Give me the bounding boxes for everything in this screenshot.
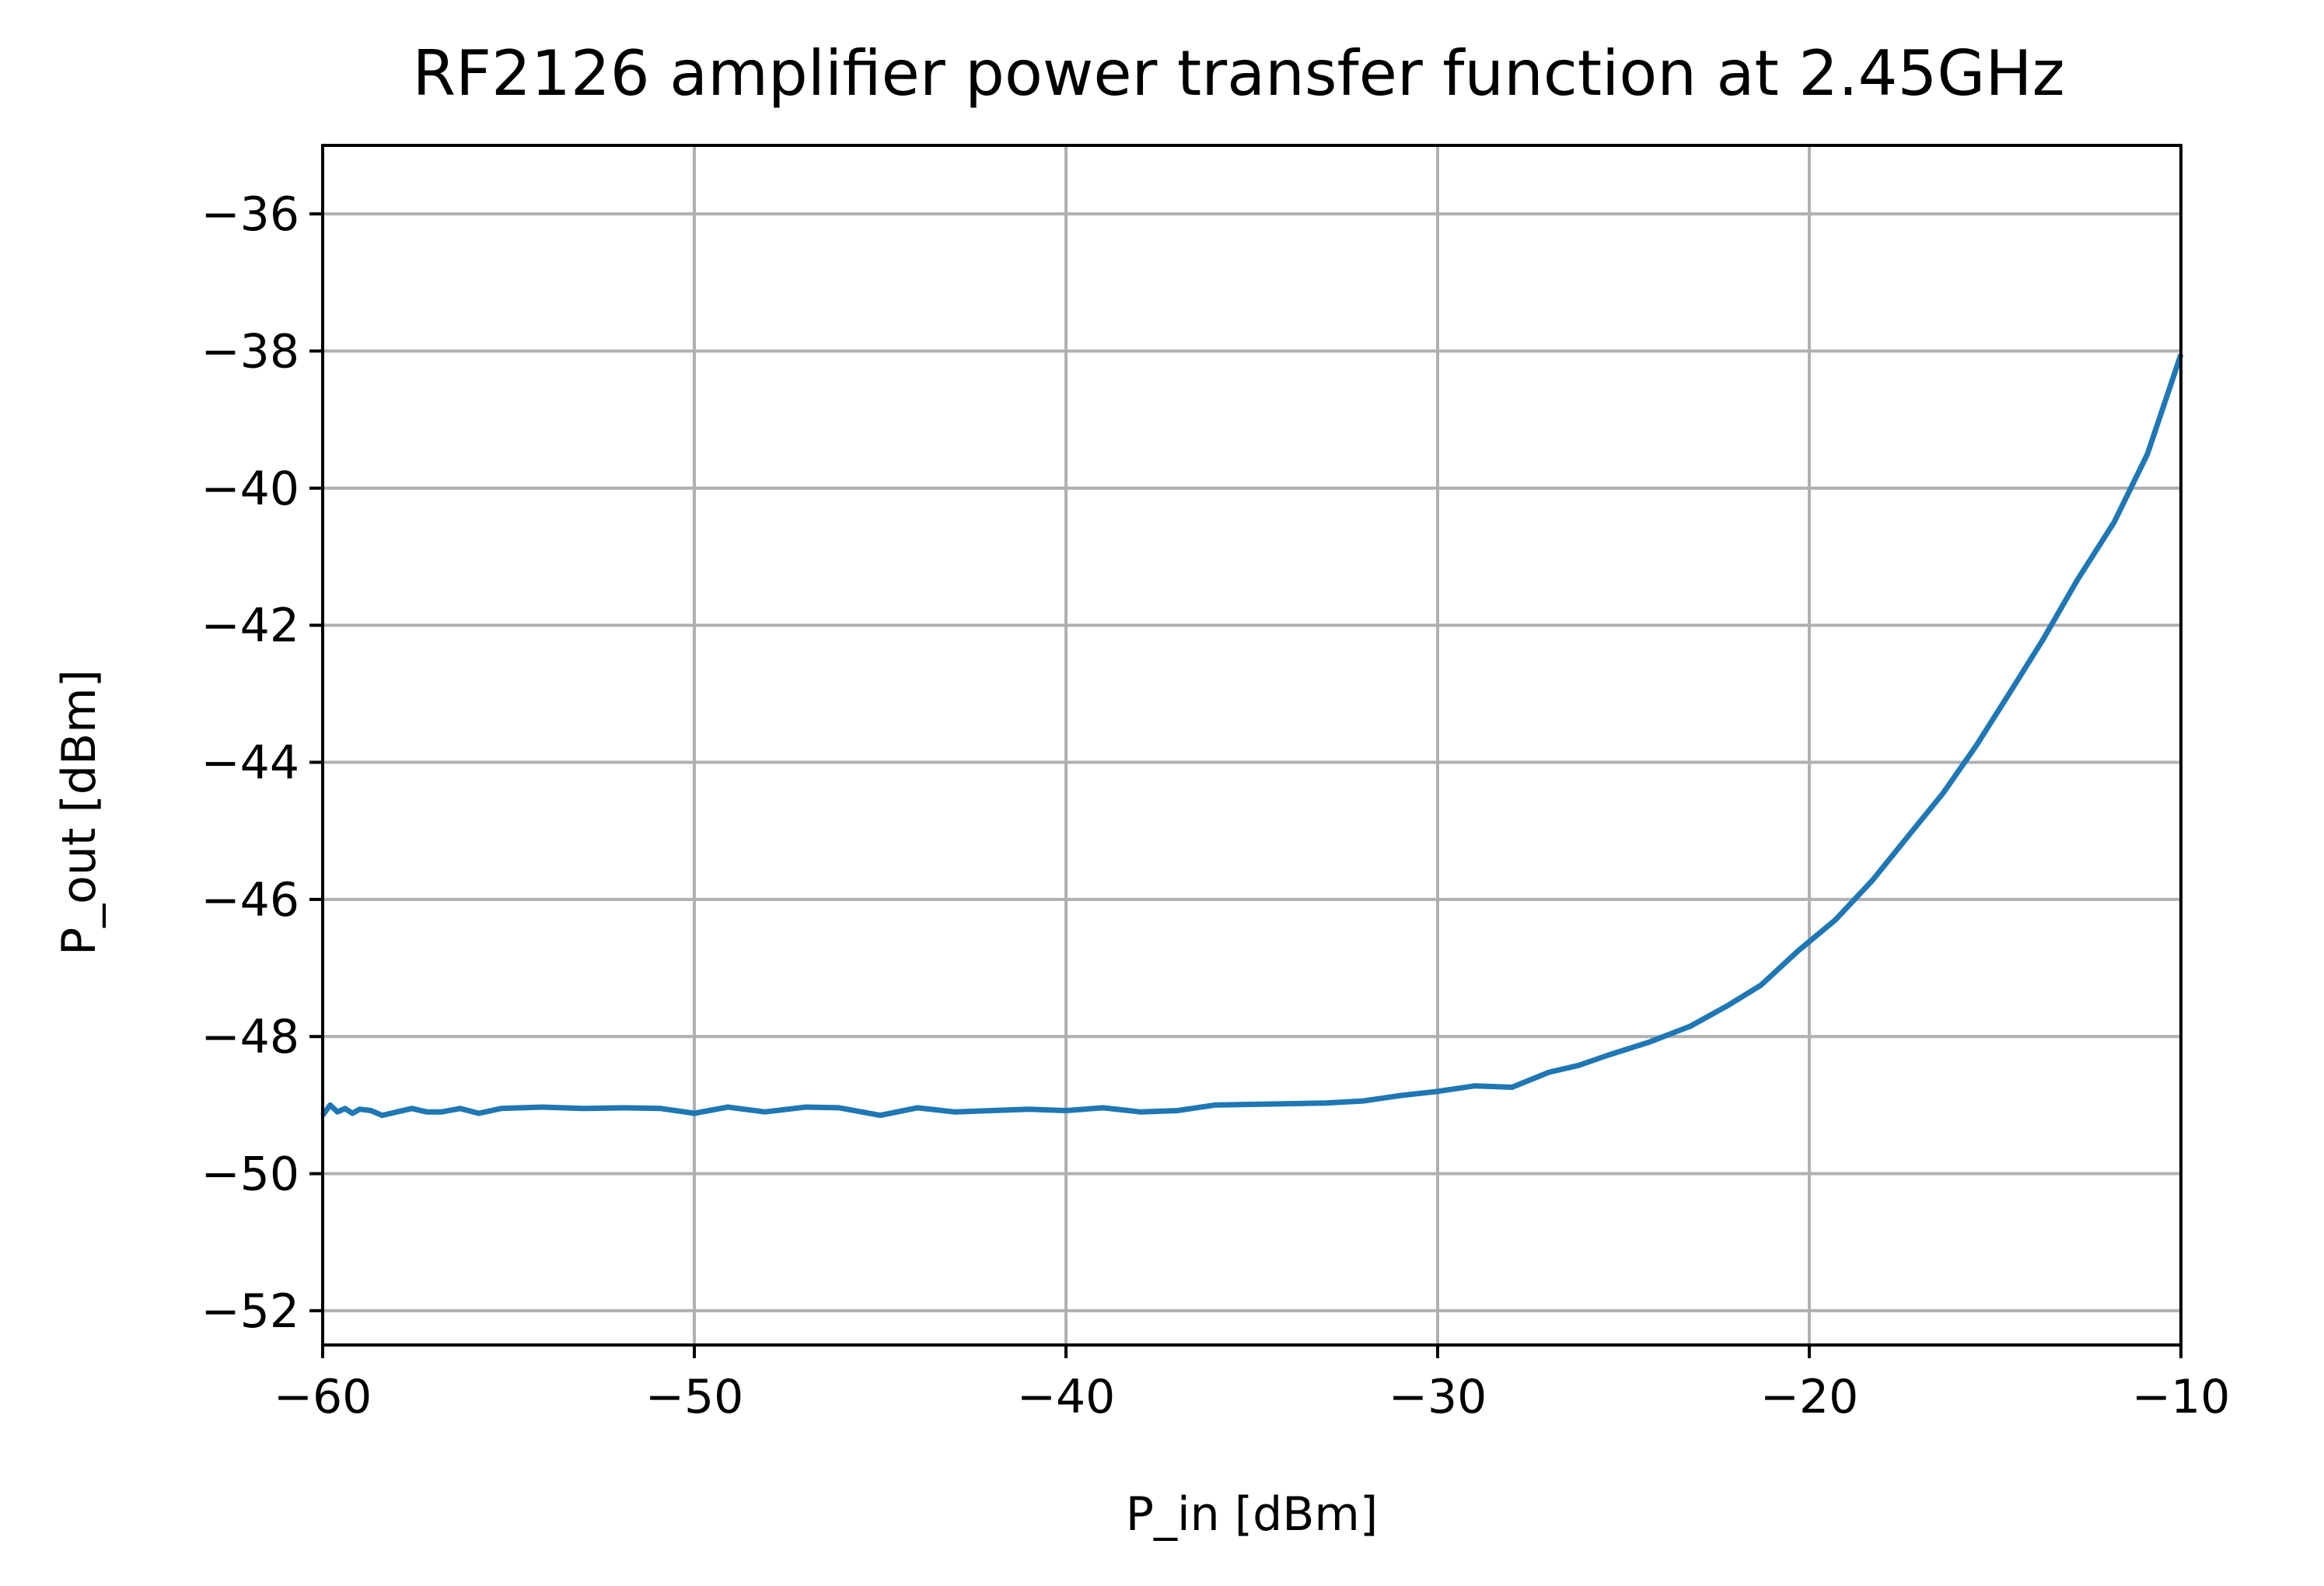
x-tick-label: −30 bbox=[1389, 1370, 1487, 1424]
y-tick-label: −38 bbox=[201, 325, 299, 379]
x-tick-label: −10 bbox=[2132, 1370, 2231, 1424]
y-tick-label: −46 bbox=[201, 873, 299, 927]
y-tick-label: −48 bbox=[201, 1010, 299, 1064]
plot-frame bbox=[321, 144, 2182, 1347]
x-tick-label: −50 bbox=[645, 1370, 744, 1424]
x-tick-label: −40 bbox=[1017, 1370, 1116, 1424]
y-tick-label: −52 bbox=[201, 1284, 299, 1339]
y-axis-label: P_out [dBm] bbox=[52, 669, 107, 955]
y-tick-label: −36 bbox=[201, 187, 299, 242]
series-layer bbox=[320, 353, 2184, 1119]
y-tick-label: −50 bbox=[201, 1148, 299, 1202]
y-tick-label: −42 bbox=[201, 599, 299, 653]
x-tick-label: −60 bbox=[274, 1370, 372, 1424]
x-tick-label: −20 bbox=[1760, 1370, 1859, 1424]
series-line bbox=[320, 353, 2184, 1119]
y-tick-label: −40 bbox=[201, 462, 299, 516]
x-axis-label: P_in [dBm] bbox=[1126, 1487, 1378, 1542]
ticks: −60 −50 −40 −30 −20 −10 −52 −50 −48 −46 −44 −42 −40 −… bbox=[201, 187, 2230, 1424]
y-tick-label: −44 bbox=[201, 736, 299, 791]
chart-title: RF2126 amplifier power transfer function… bbox=[412, 37, 2064, 110]
